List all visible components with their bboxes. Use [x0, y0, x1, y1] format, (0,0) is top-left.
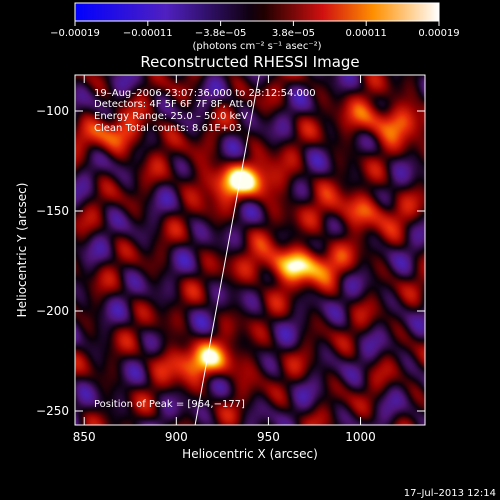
colorbar-tick-label: 0.00019	[418, 28, 459, 39]
colorbar: −0.00019 −0.00011 −3.8e−05 3.8e−05 0.00011 0.…	[50, 2, 460, 52]
x-tick-label: 950	[257, 430, 280, 444]
colorbar-tick-label: −0.00019	[50, 28, 100, 39]
y-tick-label: −150	[36, 204, 69, 218]
plot-frame	[74, 74, 426, 426]
annotation-time-range: 19–Aug–2006 23:07:36.000 to 23:12:54.000	[94, 88, 316, 99]
y-tick-label: −200	[36, 304, 69, 318]
axis-ticks: 850 900 950 1000 −100 −150 −200 −250	[36, 75, 425, 444]
x-axis-label: Heliocentric X (arcsec)	[182, 447, 318, 461]
annotation-peak: Position of Peak = [964,−177]	[94, 399, 245, 410]
heatmap-image	[75, 75, 425, 425]
y-tick-label: −100	[36, 104, 69, 118]
y-tick-label: −250	[36, 404, 69, 418]
footer-timestamp: 17–Jul–2013 12:14	[404, 488, 496, 499]
x-tick-label: 900	[165, 430, 188, 444]
x-tick-label: 1000	[345, 430, 376, 444]
y-axis-label: Heliocentric Y (arcsec)	[15, 183, 29, 318]
solar-limb-line	[194, 75, 260, 425]
colorbar-tick-label: −0.00011	[123, 28, 173, 39]
colorbar-gradient	[74, 2, 440, 22]
annotation-energy: Energy Range: 25.0 – 50.0 keV	[94, 111, 248, 122]
annotation-clean: Clean Total counts: 8.61E+03	[94, 123, 242, 134]
plot-area: 850 900 950 1000 −100 −150 −200 −250	[36, 74, 426, 444]
colorbar-units-label: (photons cm⁻² s⁻¹ asec⁻²)	[192, 41, 321, 52]
colorbar-tick-label: −3.8e−05	[195, 28, 247, 39]
x-tick-label: 850	[73, 430, 96, 444]
colorbar-tick-label: 0.00011	[346, 28, 387, 39]
colorbar-ticks: −0.00019 −0.00011 −3.8e−05 3.8e−05 0.00011 0.…	[50, 21, 460, 39]
plot-annotations: 19–Aug–2006 23:07:36.000 to 23:12:54.000…	[94, 88, 316, 410]
colorbar-tick-label: 3.8e−05	[272, 28, 315, 39]
annotation-detectors: Detectors: 4F 5F 6F 7F 8F, Att 0	[94, 99, 253, 110]
chart-title: Reconstructed RHESSI Image	[140, 53, 359, 71]
